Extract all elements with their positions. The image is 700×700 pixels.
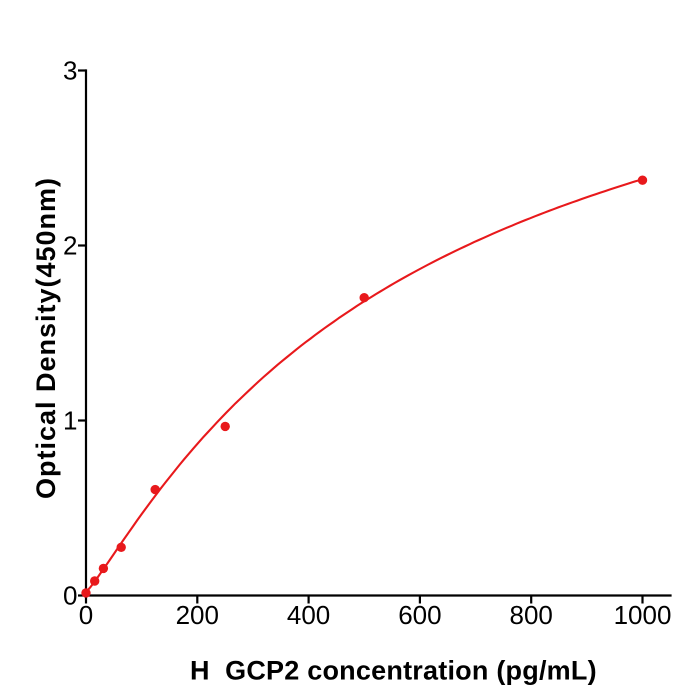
svg-text:0: 0 [63,581,77,611]
svg-text:200: 200 [176,600,219,630]
svg-text:600: 600 [398,600,441,630]
svg-text:400: 400 [287,600,330,630]
svg-text:1000: 1000 [614,600,672,630]
svg-text:Optical Density(450nm): Optical Density(450nm) [31,177,61,499]
svg-text:0: 0 [79,600,93,630]
svg-text:800: 800 [510,600,553,630]
svg-text:1: 1 [63,406,77,436]
svg-text:3: 3 [63,56,77,86]
svg-text:H GCP2 concentration (pg/mL): H GCP2 concentration (pg/mL) [190,656,597,686]
svg-text:2: 2 [63,231,77,261]
